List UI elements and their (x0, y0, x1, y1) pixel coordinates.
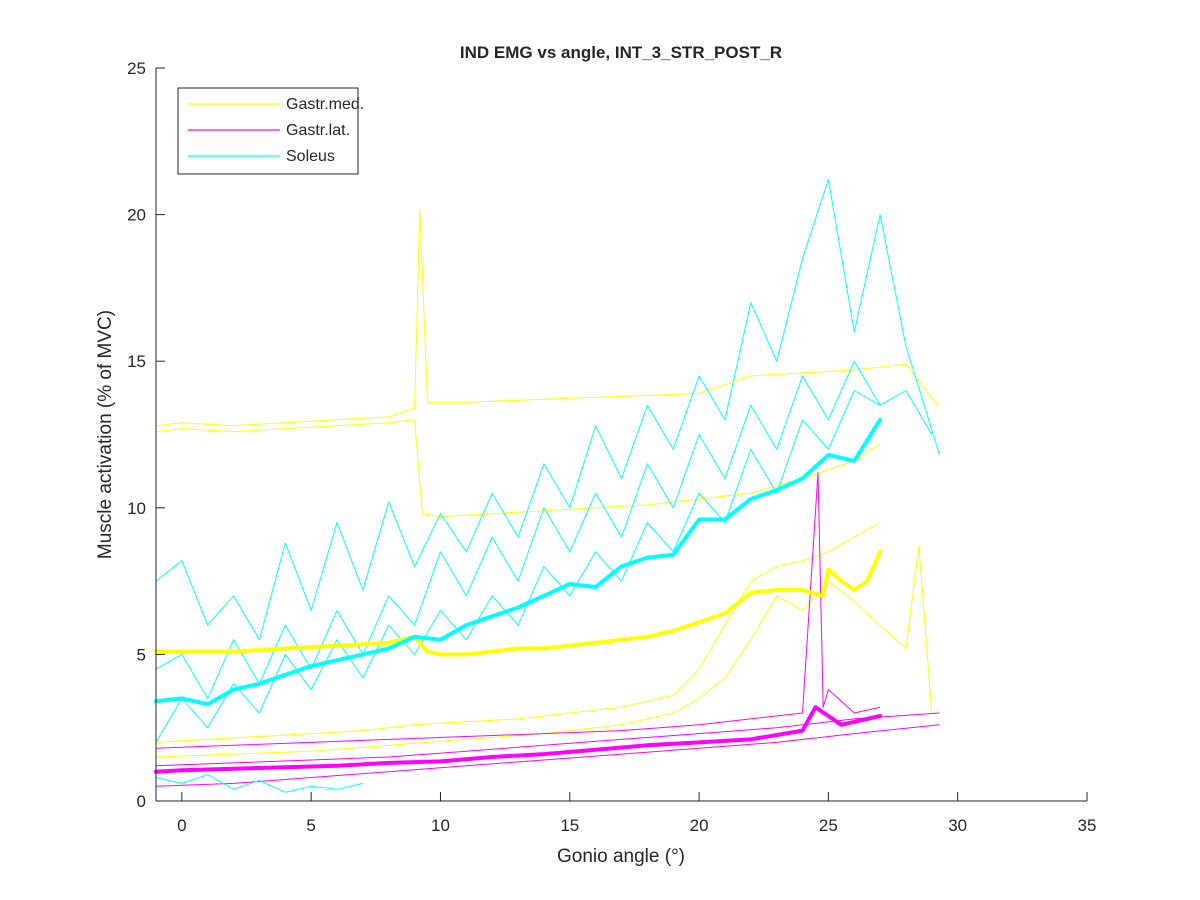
soleus-trial-line-1 (155, 178, 941, 641)
legend-box (177, 87, 359, 175)
x-tick-label: 10 (431, 816, 450, 835)
x-axis-label: Gonio angle (°) (557, 846, 685, 867)
y-tick-label: 20 (127, 206, 146, 225)
y-tick-label: 5 (137, 645, 146, 664)
gastr-med-trial-line-2 (155, 419, 881, 518)
legend-label-gastr-med: Gastr.med. (286, 96, 364, 113)
chart-title: IND EMG vs angle, INT_3_STR_POST_R (460, 43, 782, 62)
x-tick-label: 35 (1078, 816, 1097, 835)
gastr-lat-trial-line-3 (155, 712, 940, 767)
gastr-lat-mean-line (154, 705, 883, 774)
x-tick-label: 5 (306, 816, 315, 835)
y-tick-label: 0 (137, 792, 146, 811)
soleus-trial-line-2 (155, 390, 881, 743)
x-ticks: 0 5 10 15 20 25 30 35 (177, 792, 1096, 835)
y-tick-label: 25 (127, 59, 146, 78)
gastr-med-trial-line-3 (155, 522, 881, 743)
trial-lines (155, 178, 941, 793)
gastr-med-trial-line-1 (155, 208, 938, 427)
soleus-mean-line (154, 417, 883, 707)
y-tick-label: 10 (127, 499, 146, 518)
y-ticks: 0 5 10 15 20 25 (127, 59, 165, 811)
x-tick-label: 15 (560, 816, 579, 835)
x-tick-label: 0 (177, 816, 186, 835)
y-axis-label: Muscle activation (% of MVC) (95, 310, 116, 559)
gastr-lat-trial-line-1 (155, 472, 881, 749)
plot-area (156, 68, 1087, 801)
gastr-med-trial-line-4 (155, 545, 933, 758)
x-tick-label: 20 (690, 816, 709, 835)
x-tick-label: 25 (819, 816, 838, 835)
legend-label-gastr-lat: Gastr.lat. (286, 122, 350, 139)
mean-lines (154, 417, 883, 774)
gastr-med-mean-line (154, 549, 883, 657)
soleus-trial-line-4 (155, 774, 364, 793)
legend-label-soleus: Soleus (286, 148, 335, 165)
soleus-trial-line-3 (155, 360, 933, 699)
x-tick-label: 30 (948, 816, 967, 835)
y-tick-label: 15 (127, 352, 146, 371)
legend: Gastr.med. Gastr.lat. Soleus (177, 87, 364, 175)
gastr-lat-trial-line-2 (155, 724, 940, 787)
